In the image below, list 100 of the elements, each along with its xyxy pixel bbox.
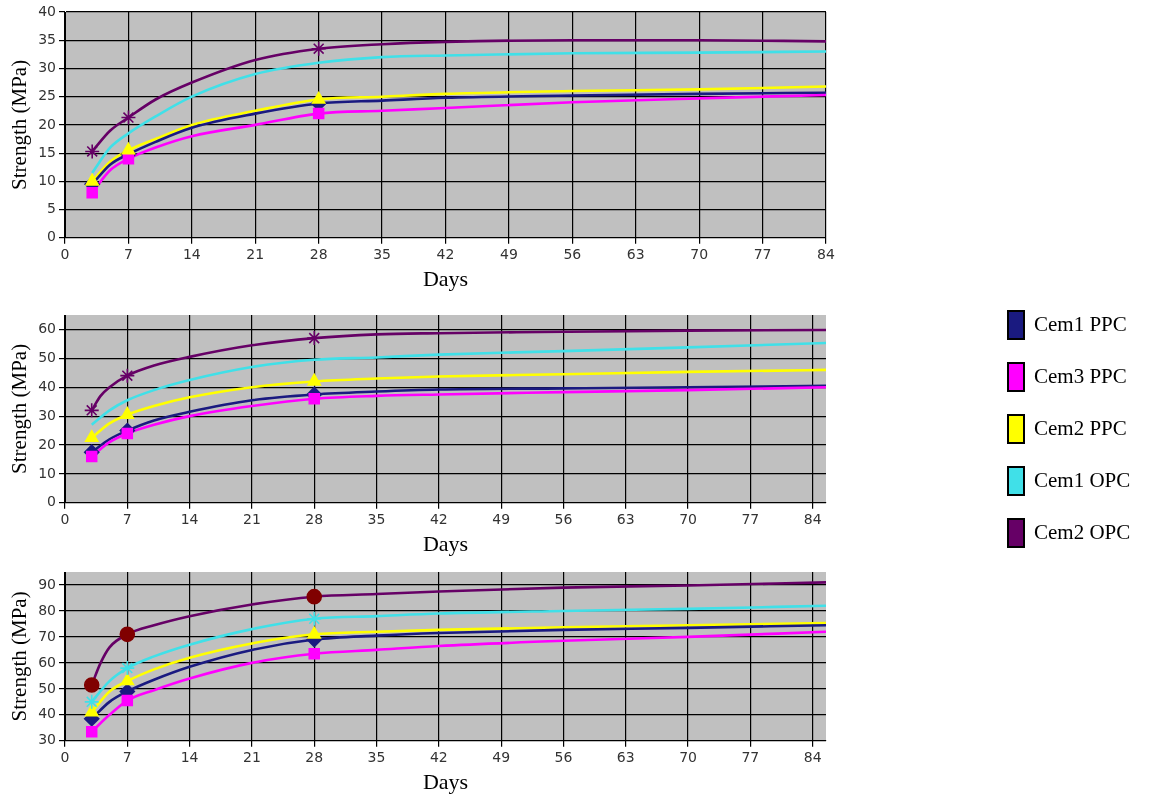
point <box>86 186 98 199</box>
y-tick-label: 60 <box>38 653 57 670</box>
x-tick-label: 63 <box>616 748 635 765</box>
point <box>121 427 134 440</box>
point <box>83 694 100 710</box>
point <box>310 40 327 57</box>
x-tick-label: 35 <box>373 245 392 262</box>
x-tick-label: 70 <box>690 245 709 262</box>
legend-label: Cem2 PPC <box>1034 415 1127 440</box>
point <box>306 610 323 627</box>
x-tick-label: 42 <box>436 245 455 262</box>
y-tick-label: 40 <box>38 2 57 19</box>
x-tick-label: 70 <box>679 748 697 765</box>
x-tick-label: 0 <box>60 245 70 262</box>
y-tick-label: 35 <box>38 30 57 47</box>
y-tick-label: 60 <box>38 320 57 337</box>
line-series <box>90 341 826 427</box>
point <box>85 450 98 463</box>
y-tick-label: 30 <box>38 59 57 76</box>
x-tick-label: 28 <box>309 245 328 262</box>
point <box>83 402 100 419</box>
point <box>312 107 325 120</box>
point <box>121 142 136 155</box>
legend-label: Cem3 PPC <box>1034 363 1127 388</box>
y-tick-label: 40 <box>38 377 57 394</box>
point <box>85 173 100 186</box>
x-tick-label: 63 <box>616 510 635 527</box>
point <box>85 725 98 738</box>
x-tick-label: 70 <box>679 510 697 527</box>
x-tick-label: 42 <box>429 510 448 527</box>
point <box>306 588 323 605</box>
x-tick-label: 49 <box>492 748 511 765</box>
x-tick-label: 21 <box>243 510 261 527</box>
x-tick-label: 28 <box>305 748 324 765</box>
point <box>83 677 100 693</box>
y-tick-label: 30 <box>38 731 57 748</box>
y-tick-label: 90 <box>38 575 57 592</box>
y-tick-label: 20 <box>38 435 57 452</box>
y-tick-label: 80 <box>38 601 57 618</box>
point <box>119 367 136 384</box>
x-tick-label: 7 <box>122 748 132 765</box>
legend-label: Cem2 OPC <box>1034 519 1131 544</box>
x-tick-label: 56 <box>554 748 573 765</box>
x-tick-label: 56 <box>554 510 573 527</box>
point <box>119 660 136 676</box>
x-tick-label: 42 <box>429 748 448 765</box>
x-tick-label: 7 <box>123 245 133 262</box>
y-tick-label: 5 <box>47 200 57 217</box>
y-tick-label: 10 <box>38 464 57 481</box>
y-axis-title: Strength (MPa) <box>7 343 32 474</box>
y-axis-title: Strength (MPa) <box>7 59 32 190</box>
x-tick-label: 56 <box>563 245 582 262</box>
y-tick-label: 0 <box>47 493 57 510</box>
point <box>307 626 322 639</box>
x-tick-label: 84 <box>803 510 822 527</box>
point <box>84 143 100 160</box>
legend-label: Cem1 PPC <box>1034 311 1127 336</box>
x-tick-label: 0 <box>60 748 70 765</box>
point <box>84 704 99 717</box>
y-tick-label: 15 <box>38 143 57 160</box>
x-tick-label: 14 <box>180 510 199 527</box>
point <box>308 393 320 405</box>
y-tick-label: 10 <box>38 171 57 188</box>
x-axis-title: Days <box>422 768 469 794</box>
y-tick-label: 30 <box>38 406 57 423</box>
point <box>84 429 99 443</box>
x-tick-label: 0 <box>60 510 70 527</box>
x-axis-title: Days <box>422 265 469 291</box>
y-tick-label: 70 <box>38 627 57 644</box>
y-tick-label: 20 <box>38 115 57 132</box>
x-tick-label: 21 <box>246 245 265 262</box>
point <box>120 109 137 126</box>
legend-label: Cem1 OPC <box>1034 467 1131 492</box>
x-tick-label: 49 <box>492 510 511 527</box>
y-tick-label: 25 <box>38 87 57 104</box>
point <box>121 694 134 707</box>
x-tick-label: 35 <box>367 748 386 765</box>
point <box>308 648 320 660</box>
point <box>311 91 326 104</box>
x-tick-label: 77 <box>741 748 760 765</box>
point <box>120 406 135 419</box>
y-axis-title: Strength (MPa) <box>7 591 32 722</box>
x-tick-label: 35 <box>367 510 386 527</box>
point <box>307 373 322 386</box>
y-tick-label: 50 <box>38 679 57 696</box>
x-tick-label: 21 <box>243 748 261 765</box>
x-tick-label: 84 <box>803 748 822 765</box>
x-tick-label: 84 <box>817 245 835 262</box>
x-tick-label: 63 <box>626 245 645 262</box>
y-tick-label: 40 <box>38 705 57 722</box>
x-tick-label: 28 <box>305 510 324 527</box>
x-tick-label: 77 <box>753 245 772 262</box>
x-tick-label: 49 <box>500 245 518 262</box>
point <box>120 673 135 686</box>
x-tick-label: 14 <box>182 245 201 262</box>
x-axis-title: Days <box>422 530 469 556</box>
x-tick-label: 77 <box>741 510 760 527</box>
y-tick-label: 0 <box>47 228 57 245</box>
x-tick-label: 7 <box>122 510 132 527</box>
x-tick-label: 14 <box>180 748 199 765</box>
